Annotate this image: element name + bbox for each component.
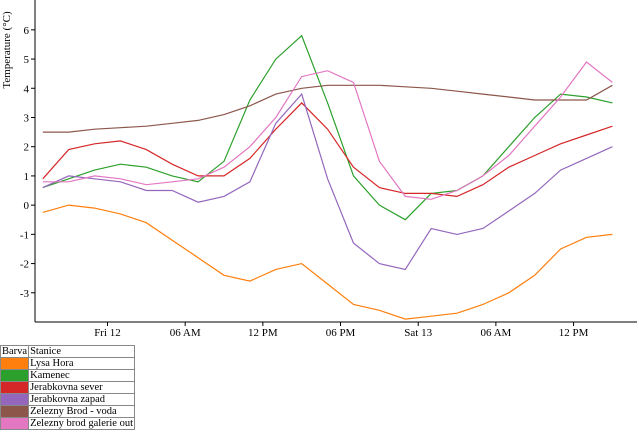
chart: Temperature (°C) -3 -2 -1 0 1 2 3 4 5 6 Fri 12 06 A…: [1, 0, 637, 339]
y-axis-label: Temperature (°C): [1, 11, 13, 89]
x-tick-label: 12 PM: [559, 327, 589, 339]
legend-label: Jerabkovna sever: [28, 381, 135, 394]
series-line: [42, 61, 613, 200]
legend-label: Zelezny Brod - voda: [28, 405, 135, 418]
legend-header: Barva: [0, 345, 30, 358]
series-line: [42, 34, 613, 221]
legend-swatch: [0, 405, 30, 418]
y-tick-label: 4: [24, 83, 30, 95]
y-tick-label: 6: [24, 25, 30, 37]
y-tick-label: 3: [24, 112, 30, 124]
legend-label: Zelezny brod galerie out: [28, 417, 135, 430]
series-line: [42, 84, 613, 133]
x-tick-label: 06 AM: [170, 327, 201, 339]
series-line: [42, 204, 613, 320]
legend-swatch: [0, 393, 30, 406]
y-tick-label: 1: [24, 171, 30, 183]
legend-label: Jerabkovna zapad: [28, 393, 135, 406]
legend: Barva Stanice Lysa Hora Kamenec Jerabkovna …: [0, 345, 135, 430]
y-tick-label: 5: [24, 54, 30, 66]
x-tick-label: 12 PM: [248, 327, 278, 339]
series-line: [42, 102, 613, 198]
legend-swatch: [0, 357, 30, 370]
legend-swatch: [0, 417, 30, 430]
y-tick-label: -2: [20, 259, 29, 271]
legend-swatch: [0, 381, 30, 394]
x-tick-label: Fri 12: [94, 327, 121, 339]
y-tick-label: 2: [24, 142, 30, 154]
legend-label: Kamenec: [28, 369, 135, 382]
x-tick-label: 06 PM: [326, 327, 356, 339]
y-tick-label: -1: [20, 229, 29, 241]
legend-header: Stanice: [28, 345, 135, 358]
series-line: [42, 92, 613, 271]
legend-swatch: [0, 369, 30, 382]
x-tick-label: 06 AM: [480, 327, 511, 339]
legend-label: Lysa Hora: [28, 357, 135, 370]
y-tick-label: 0: [24, 200, 30, 212]
x-tick-label: Sat 13: [404, 327, 432, 339]
y-tick-label: -3: [20, 288, 30, 300]
